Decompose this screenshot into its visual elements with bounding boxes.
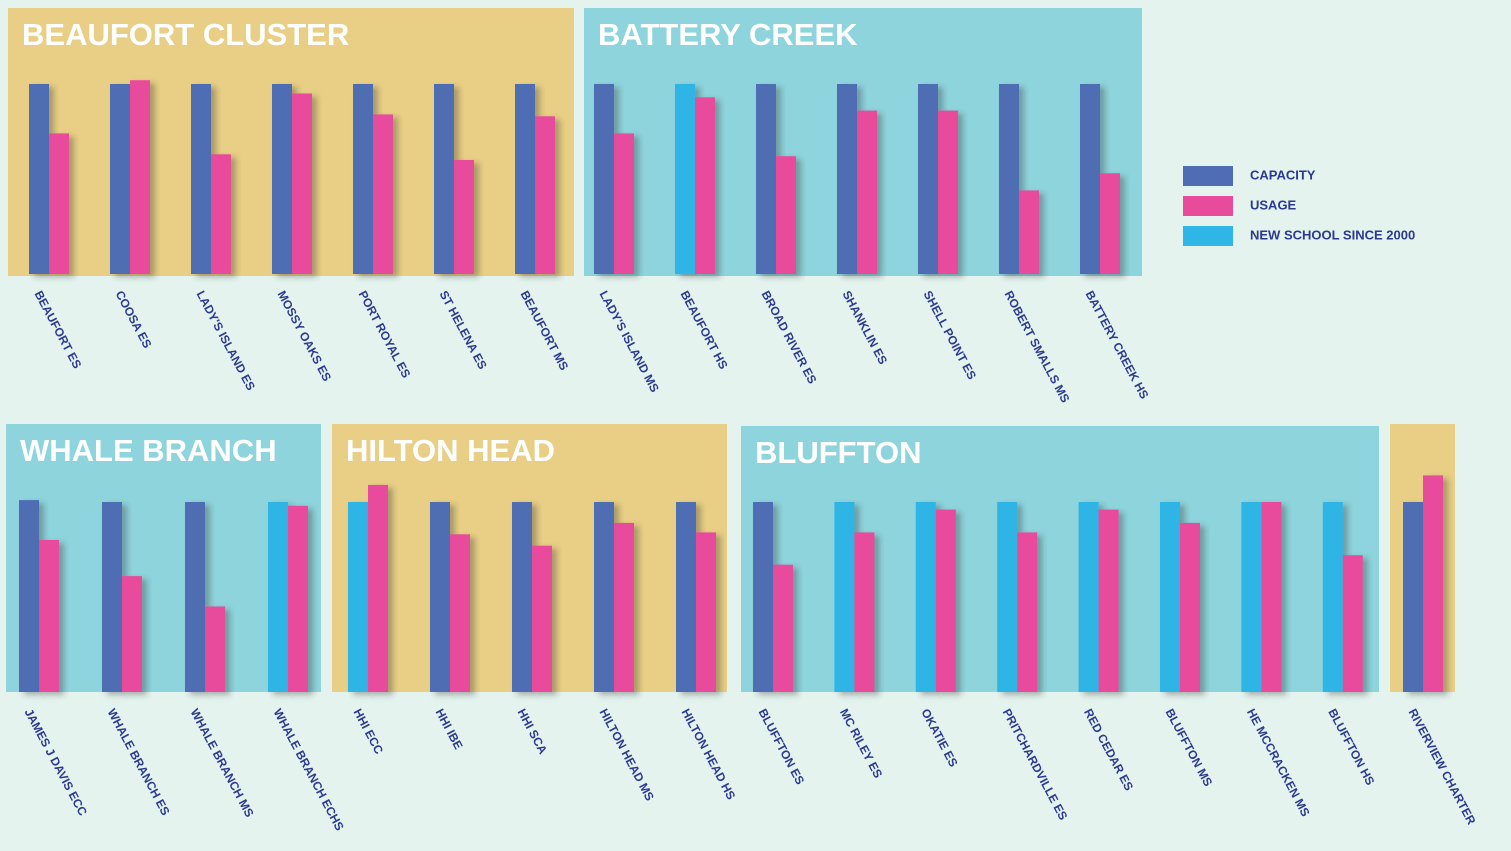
usage-bar <box>532 545 552 692</box>
capacity-bar <box>997 502 1018 692</box>
capacity-bar <box>918 84 938 274</box>
capacity-bar <box>29 84 49 274</box>
usage-bar <box>1261 502 1282 692</box>
capacity-bar <box>676 502 696 692</box>
usage-bar <box>1423 475 1443 692</box>
capacity-bar <box>515 84 535 274</box>
panel-title: HILTON HEAD <box>346 433 555 468</box>
capacity-bar <box>915 502 936 692</box>
capacity-bar <box>110 84 130 274</box>
usage-bar <box>857 110 877 274</box>
legend-swatch <box>1183 166 1233 186</box>
usage-bar <box>288 505 308 692</box>
usage-bar <box>454 160 474 274</box>
capacity-bar <box>348 502 368 692</box>
capacity-bar <box>756 84 776 274</box>
usage-bar <box>373 114 393 275</box>
capacity-bar <box>999 84 1019 274</box>
panel-title: BATTERY CREEK <box>598 17 858 52</box>
usage-bar <box>695 97 715 274</box>
capacity-bar <box>837 84 857 274</box>
usage-bar <box>614 522 634 692</box>
usage-bar <box>1342 555 1363 692</box>
usage-bar <box>292 93 312 274</box>
usage-bar <box>1017 532 1038 692</box>
usage-bar <box>450 534 470 692</box>
capacity-bar <box>185 502 205 692</box>
usage-bar <box>773 564 793 692</box>
usage-bar <box>535 116 555 274</box>
usage-bar <box>614 133 634 274</box>
panel-title: BEAUFORT CLUSTER <box>22 17 349 52</box>
capacity-bar <box>1078 502 1099 692</box>
usage-bar <box>1098 509 1119 692</box>
capacity-bar <box>594 502 614 692</box>
panel-title: BLUFFTON <box>755 435 921 470</box>
legend-label: NEW SCHOOL SINCE 2000 <box>1250 227 1415 242</box>
usage-bar <box>39 540 59 692</box>
usage-bar <box>776 156 796 274</box>
usage-bar <box>854 532 875 692</box>
capacity-bar <box>1322 502 1343 692</box>
panel-title: WHALE BRANCH <box>20 433 277 468</box>
usage-bar <box>122 576 142 692</box>
capacity-bar <box>1160 502 1180 692</box>
capacity-bar <box>268 502 288 692</box>
capacity-bar <box>272 84 292 274</box>
legend-swatch <box>1183 196 1233 216</box>
legend-swatch <box>1183 226 1233 246</box>
usage-bar <box>935 509 956 692</box>
capacity-bar <box>675 84 695 274</box>
capacity-bar <box>353 84 373 274</box>
capacity-bar <box>191 84 211 274</box>
legend-label: CAPACITY <box>1250 167 1316 182</box>
capacity-bar <box>434 84 454 274</box>
usage-bar <box>130 80 150 274</box>
usage-bar <box>368 484 388 692</box>
usage-bar <box>211 154 231 274</box>
usage-bar <box>1019 190 1039 274</box>
legend-label: USAGE <box>1250 197 1297 212</box>
usage-bar <box>205 606 225 692</box>
capacity-bar <box>19 500 39 692</box>
capacity-bar <box>430 502 450 692</box>
usage-bar <box>49 133 69 274</box>
capacity-bar <box>102 502 122 692</box>
capacity-bar <box>512 502 532 692</box>
usage-bar <box>1180 522 1200 692</box>
capacity-bar <box>594 84 614 274</box>
usage-bar <box>696 532 716 692</box>
usage-bar <box>938 110 958 274</box>
capacity-bar <box>1080 84 1100 274</box>
usage-bar <box>1100 173 1120 274</box>
capacity-bar <box>753 502 773 692</box>
capacity-bar <box>1403 502 1423 692</box>
capacity-bar <box>1241 502 1262 692</box>
capacity-bar <box>834 502 855 692</box>
